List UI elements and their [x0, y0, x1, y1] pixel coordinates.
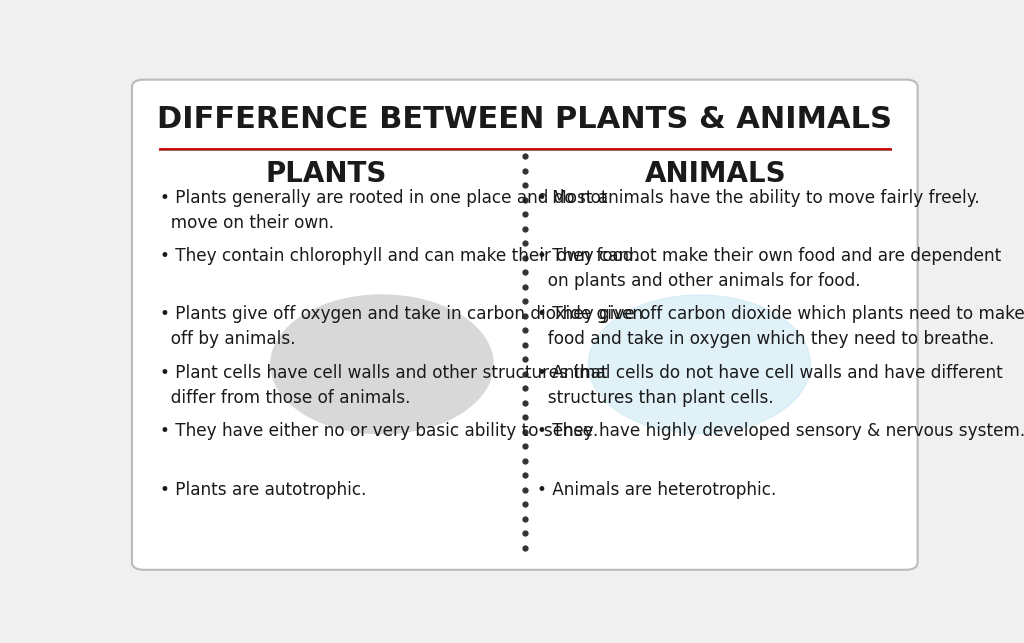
Text: • Plant cells have cell walls and other structures that
  differ from those of a: • Plant cells have cell walls and other … — [160, 364, 607, 407]
Text: PLANTS: PLANTS — [265, 159, 387, 188]
Text: • They give off carbon dioxide which plants need to make
  food and take in oxyg: • They give off carbon dioxide which pla… — [537, 305, 1024, 349]
FancyBboxPatch shape — [132, 80, 918, 570]
Text: • Plants give off oxygen and take in carbon dioxide given
  off by animals.: • Plants give off oxygen and take in car… — [160, 305, 643, 349]
Text: • They cannot make their own food and are dependent
  on plants and other animal: • They cannot make their own food and ar… — [537, 247, 1000, 290]
Text: DIFFERENCE BETWEEN PLANTS & ANIMALS: DIFFERENCE BETWEEN PLANTS & ANIMALS — [158, 105, 892, 134]
Circle shape — [588, 295, 811, 433]
Text: • Animal cells do not have cell walls and have different
  structures than plant: • Animal cells do not have cell walls an… — [537, 364, 1002, 407]
Text: • Most animals have the ability to move fairly freely.: • Most animals have the ability to move … — [537, 188, 979, 206]
Circle shape — [270, 295, 494, 433]
Text: • They have highly developed sensory & nervous system.: • They have highly developed sensory & n… — [537, 422, 1024, 440]
Text: • Plants are autotrophic.: • Plants are autotrophic. — [160, 481, 367, 499]
Text: • Animals are heterotrophic.: • Animals are heterotrophic. — [537, 481, 776, 499]
Text: • They have either no or very basic ability to sense.: • They have either no or very basic abil… — [160, 422, 598, 440]
Text: • Plants generally are rooted in one place and do not
  move on their own.: • Plants generally are rooted in one pla… — [160, 188, 607, 231]
Text: ANIMALS: ANIMALS — [644, 159, 786, 188]
Text: • They contain chlorophyll and can make their own food.: • They contain chlorophyll and can make … — [160, 247, 639, 265]
